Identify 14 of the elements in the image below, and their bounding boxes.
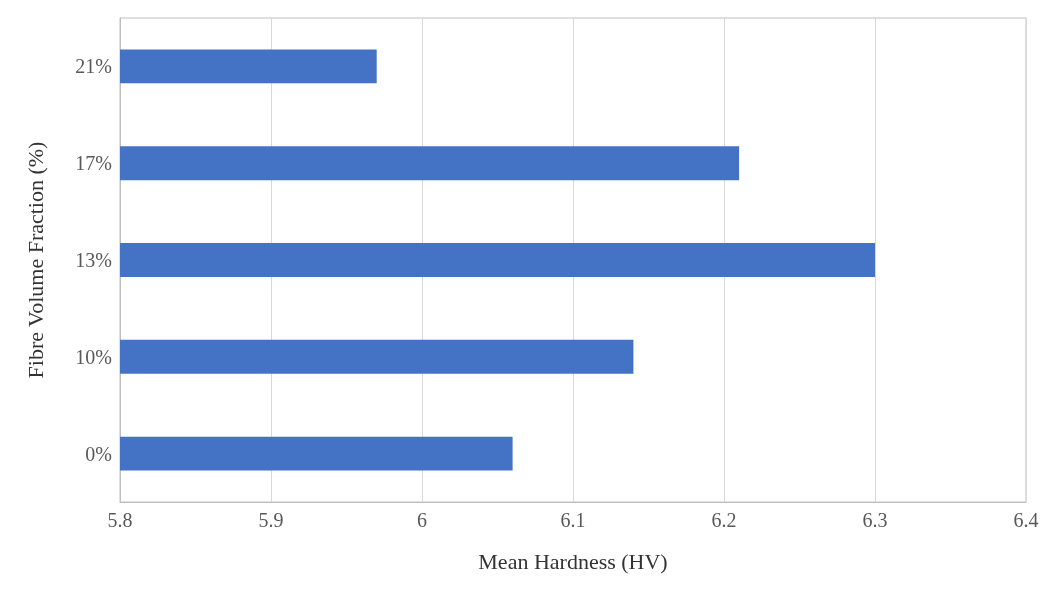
x-tick-label: 5.8: [107, 509, 133, 531]
x-tick-label: 6.1: [560, 509, 586, 531]
y-tick-label: 17%: [75, 152, 112, 175]
x-axis-title: Mean Hardness (HV): [478, 548, 668, 574]
y-tick-label: 21%: [75, 55, 112, 78]
y-tick-label: 13%: [75, 249, 112, 271]
x-tick-label: 6.4: [1013, 509, 1039, 531]
x-tick-label: 6: [417, 509, 427, 531]
y-tick-label: 10%: [75, 345, 112, 368]
y-axis-title: Fibre Volume Fraction (%): [22, 141, 48, 379]
x-tick-label: 5.9: [258, 509, 284, 531]
x-tick-label: 6.2: [711, 509, 737, 531]
x-tick-label: 6.3: [862, 509, 888, 531]
y-tick-label: 0%: [85, 442, 112, 465]
